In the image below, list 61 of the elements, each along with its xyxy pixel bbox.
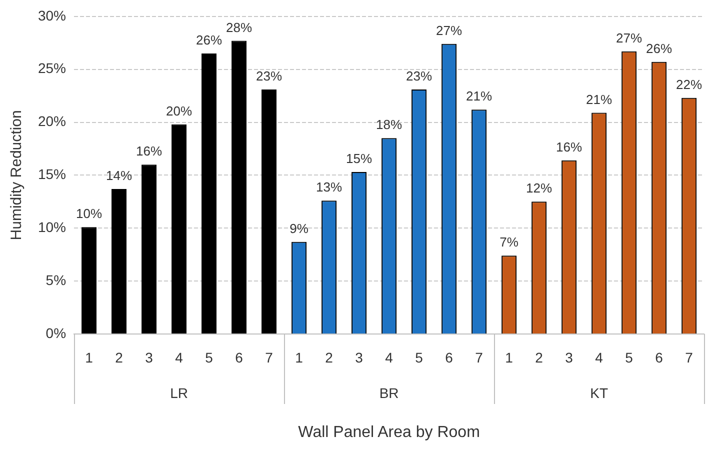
- y-tick-label: 30%: [38, 7, 66, 24]
- x-tick-label: 2: [535, 349, 544, 366]
- x-tick-label: 4: [595, 349, 604, 366]
- y-tick-label: 0%: [46, 324, 66, 341]
- bar: [232, 40, 247, 334]
- x-tick-label: 6: [655, 349, 664, 366]
- y-tick-label: 15%: [38, 166, 66, 182]
- y-tick-label: 25%: [38, 60, 66, 76]
- data-label: 26%: [196, 32, 222, 48]
- data-label: 20%: [166, 103, 192, 118]
- x-tick-label: 5: [625, 349, 634, 366]
- data-label: 9%: [290, 220, 309, 236]
- x-tick-label: 7: [475, 349, 484, 366]
- x-tick-label: 7: [265, 349, 274, 366]
- x-tick-label: 4: [175, 349, 184, 366]
- data-label: 16%: [556, 139, 582, 154]
- bar: [172, 124, 187, 334]
- y-tick-label: 10%: [38, 218, 66, 235]
- x-tick-label: 3: [355, 349, 364, 366]
- x-tick-label: 1: [505, 349, 514, 366]
- data-label: 23%: [406, 68, 432, 84]
- x-tick-label: 6: [445, 349, 454, 366]
- data-label: 10%: [76, 206, 102, 222]
- bar: [82, 227, 97, 334]
- data-label: 15%: [346, 151, 372, 166]
- x-tick-label: 6: [235, 349, 244, 366]
- data-label: 21%: [466, 88, 492, 104]
- text: LR: [170, 384, 188, 401]
- x-tick-label: 4: [385, 349, 394, 366]
- data-label: 22%: [676, 76, 703, 92]
- y-axis-title: Humidity Reduction: [8, 110, 26, 240]
- x-tick-label: 2: [325, 349, 334, 366]
- data-label: 23%: [256, 68, 282, 84]
- text: KT: [590, 384, 608, 401]
- x-axis-title: Wall Panel Area by Room: [298, 424, 480, 441]
- data-label: 13%: [316, 180, 342, 195]
- x-tick-label: 1: [295, 349, 304, 366]
- bar: [202, 53, 217, 334]
- data-label: 12%: [526, 180, 552, 196]
- data-label: 27%: [436, 23, 462, 38]
- x-tick-label: 7: [685, 349, 694, 366]
- data-label: 14%: [106, 168, 132, 184]
- data-label: 27%: [616, 30, 642, 46]
- x-tick-label: 3: [145, 349, 154, 366]
- bar: [262, 89, 277, 334]
- data-label: 18%: [376, 117, 402, 132]
- x-tick-label: 5: [205, 349, 214, 366]
- bar: [112, 188, 127, 334]
- x-tick-label: 5: [415, 349, 424, 366]
- data-label: 16%: [136, 144, 162, 159]
- y-tick-label: 5%: [46, 272, 66, 288]
- text: BR: [379, 384, 399, 401]
- x-tick-label: 3: [565, 349, 574, 366]
- x-tick-label: 2: [115, 349, 124, 366]
- data-label: 28%: [226, 20, 252, 35]
- data-label: 21%: [586, 92, 612, 107]
- x-tick-label: 1: [85, 349, 94, 366]
- data-label: 7%: [500, 234, 519, 250]
- bar: [142, 164, 157, 334]
- data-label: 26%: [646, 41, 672, 56]
- y-tick-label: 20%: [38, 113, 66, 130]
